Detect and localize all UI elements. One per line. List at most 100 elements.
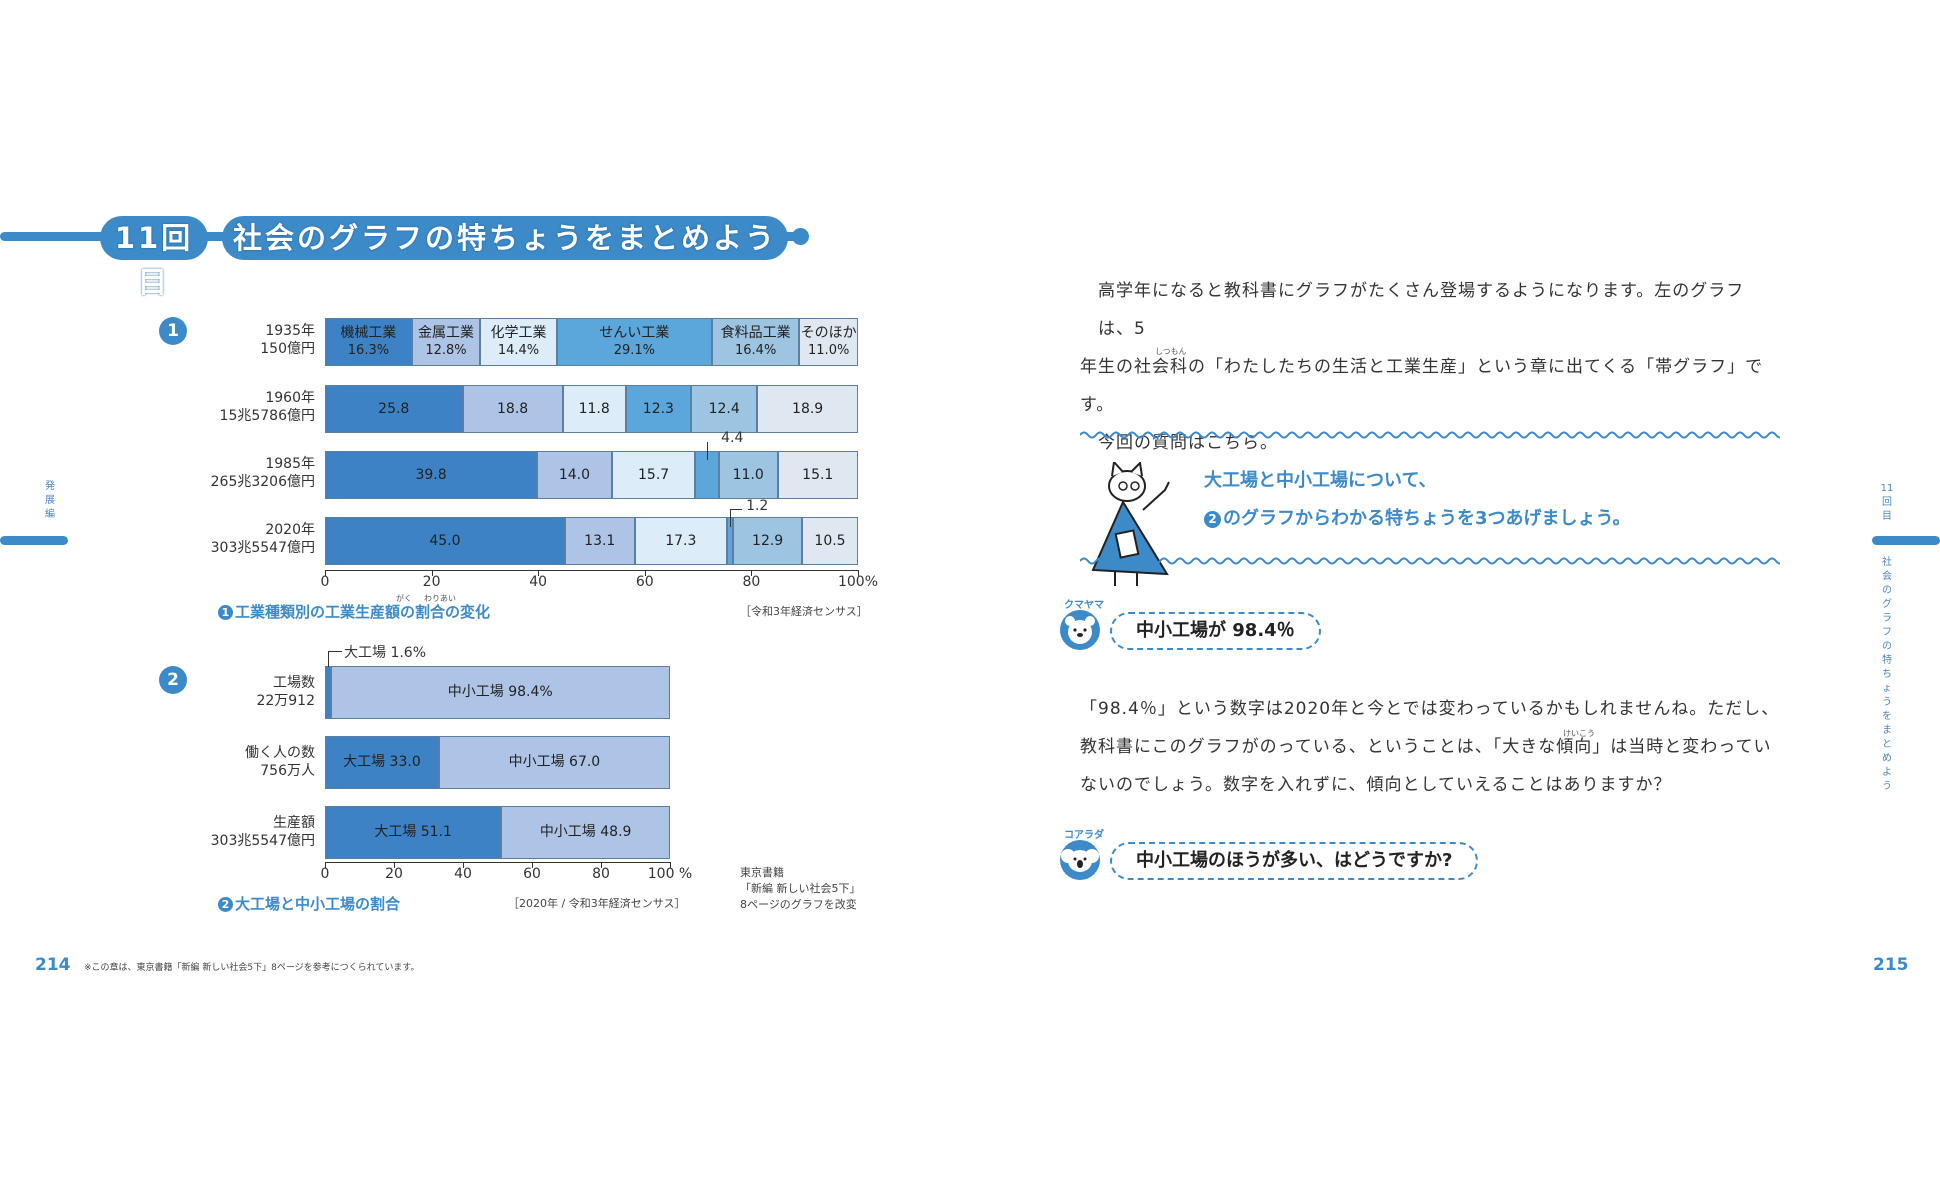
chart1-segment-name: 機械工業 xyxy=(340,325,397,341)
chart2-x-tick xyxy=(325,862,326,868)
chart1-x-tick xyxy=(644,570,646,576)
chart1-segment-value: 14.4% xyxy=(497,343,540,358)
chart2-callout-line xyxy=(328,651,329,667)
chart1-callout-line xyxy=(730,509,743,510)
chart1-segment-value: 16.4% xyxy=(735,343,777,358)
chart2-x-tick xyxy=(670,862,671,868)
chart1-row-total: 15兆5786億円 xyxy=(219,408,315,424)
bear-avatar-icon xyxy=(1060,610,1100,650)
chart2-number: 2 xyxy=(159,666,187,694)
chart2-callout-line xyxy=(328,651,342,652)
chart2-bar-large: 大工場 33.0 xyxy=(325,736,439,789)
chart1-callout-label: 1.2 xyxy=(746,498,769,514)
koala-face-icon xyxy=(1061,849,1099,872)
chart2-x-tick-label: 0 xyxy=(320,866,330,882)
chart1-segment-name: 食料品工業 xyxy=(720,325,791,341)
chart2-x-tick xyxy=(394,862,395,868)
answer1-bubble: 中小工場が 98.4％ xyxy=(1110,612,1321,650)
wavy-divider-bottom xyxy=(1080,557,1780,565)
chart1-bar-segment: 18.9 xyxy=(757,385,858,433)
chart1-bar-segment: 10.5 xyxy=(802,517,858,565)
chart2-bar-large: 大工場 51.1 xyxy=(325,806,502,859)
chart1-bar-segment: 13.1 xyxy=(564,517,635,565)
chart1-bar-segment: 17.3 xyxy=(634,517,727,565)
chart2-credit-line: 「新編 新しい社会5下」 xyxy=(740,882,861,895)
chart2-credit: 東京書籍 「新編 新しい社会5下」 8ページのグラフを改変 xyxy=(740,865,861,913)
ruby-shitsumon: しつもん xyxy=(1155,347,1187,356)
chart1-segment-value: 17.3 xyxy=(665,532,697,549)
chart2-x-tick-label: 100 % xyxy=(647,866,693,882)
chart2-bar-small: 中小工場 67.0 xyxy=(438,736,670,789)
chart2-large-value: 大工場 51.1 xyxy=(374,824,452,840)
right-side-tab-lesson: 11回目 xyxy=(1880,483,1894,522)
chart2-caption-text: 大工場と中小工場の割合 xyxy=(235,895,401,913)
koala-avatar-icon xyxy=(1060,840,1100,880)
chart1-bar-segment xyxy=(695,451,719,499)
answer1-speaker-name: クマヤマ xyxy=(1064,600,1104,611)
intro-line: 年生の社会科の「わたしたちの生活と工業生産」という章に出てくる「帯グラフ」です。 xyxy=(1080,357,1764,415)
chart1-segment-value: 12.8% xyxy=(425,343,467,358)
chart1-caption-ruby-gaku: がく xyxy=(396,594,412,603)
page-number-right: 215 xyxy=(1873,955,1909,975)
followup-paragraph: 「98.4％」という数字は2020年と今とでは変わっているかもしれませんね。ただ… xyxy=(1080,690,1780,804)
chart1-segment-value: 45.0 xyxy=(429,532,461,549)
intro-line: 高学年になると教科書にグラフがたくさん登場するようになります。左のグラフは、5 xyxy=(1098,281,1745,339)
chart1-caption-ruby-wariai: わりあい xyxy=(424,594,456,603)
right-side-tab-title: 社会のグラフの特ちょうをまとめよう xyxy=(1882,557,1892,792)
chart1-segment-value: 16.3% xyxy=(347,343,390,358)
chart2-row-name: 工場数 xyxy=(273,675,315,691)
right-side-tab xyxy=(1872,536,1940,545)
answer2-bubble: 中小工場のほうが多い、はどうですか? xyxy=(1110,842,1479,880)
chart2-row-sub: 303兆5547億円 xyxy=(210,833,315,849)
chart1-bar-segment: 化学工業 14.4% xyxy=(480,318,557,366)
chart1-bar-segment: 39.8 xyxy=(325,451,538,499)
chart1-bar-segment xyxy=(726,517,734,565)
chart1-row-total: 150億円 xyxy=(260,341,315,357)
chart1-segment-name: せんい工業 xyxy=(599,325,670,341)
chart1-bar-segment: せんい工業 29.1% xyxy=(556,318,712,366)
chart1-bar-segment: 食料品工業 16.4% xyxy=(711,318,800,366)
ruby-keikou: けいこう xyxy=(1563,729,1595,738)
chart1-segment-value: 39.8 xyxy=(415,466,447,483)
chart2-x-tick-label: 20 xyxy=(385,866,403,882)
chart1-segment-value: 11.0% xyxy=(808,343,850,358)
chart1-x-tick-label: 0 xyxy=(320,574,330,590)
chart1-x-tick xyxy=(431,570,433,576)
chart1-x-tick xyxy=(751,570,753,576)
left-side-tab-label: 発展編 xyxy=(45,481,55,520)
chart1-x-tick-label: 40 xyxy=(529,574,548,590)
chart2-row-name: 生産額 xyxy=(273,815,315,831)
chart2-x-tick xyxy=(601,862,602,868)
chart1-row-year: 2020年 xyxy=(265,522,315,538)
chart1-segment-value: 14.0 xyxy=(558,466,591,483)
chart2-callout-label: 大工場 1.6% xyxy=(344,645,427,661)
chart1-segment-value: 11.0 xyxy=(732,466,764,483)
chart1-bar-segment: 12.9 xyxy=(733,517,803,565)
page-title: 社会のグラフの特ちょうをまとめよう xyxy=(222,216,788,260)
chart2-large-value: 大工場 33.0 xyxy=(343,754,421,770)
chart1-x-axis xyxy=(325,570,858,571)
question-chart-number: 2 xyxy=(1204,511,1221,528)
chart1-x-tick-label: 100% xyxy=(837,574,879,590)
chart1-bar-segment: 15.7 xyxy=(611,451,696,499)
chart2-credit-line: 東京書籍 xyxy=(740,866,784,879)
chart1-bar-segment: 15.1 xyxy=(777,451,858,499)
intro-line: 今回の質問はこちら。 xyxy=(1098,433,1278,453)
chart1-bar-segment: 45.0 xyxy=(325,517,565,565)
chart1-callout-line xyxy=(707,442,709,460)
chart1-bar-segment: 11.8 xyxy=(562,385,626,433)
chart1-caption-text: 工業種類別の工業生産額の割合の変化 xyxy=(235,603,491,621)
question-line-2: 2 のグラフからわかる特ちょうを3つあげましょう。 xyxy=(1204,500,1630,538)
chart2-x-tick xyxy=(463,862,464,868)
chart1-callout-line xyxy=(730,509,732,527)
chart1-segment-value: 15.7 xyxy=(638,466,670,483)
bear-face-icon xyxy=(1065,616,1095,644)
chart1-x-tick-label: 60 xyxy=(635,574,654,590)
lesson-label: 11回目 xyxy=(100,216,208,299)
chart1-row-label: 1935年 150億円 xyxy=(170,322,315,358)
chart1-segment-value: 18.9 xyxy=(792,400,824,417)
chart2-row-sub: 756万人 xyxy=(260,763,315,779)
chart2-row-label: 生産額 303兆5547億円 xyxy=(170,814,315,850)
chart1-bar-segment: 25.8 xyxy=(325,385,463,433)
chart1-segment-value: 11.8 xyxy=(578,400,610,417)
